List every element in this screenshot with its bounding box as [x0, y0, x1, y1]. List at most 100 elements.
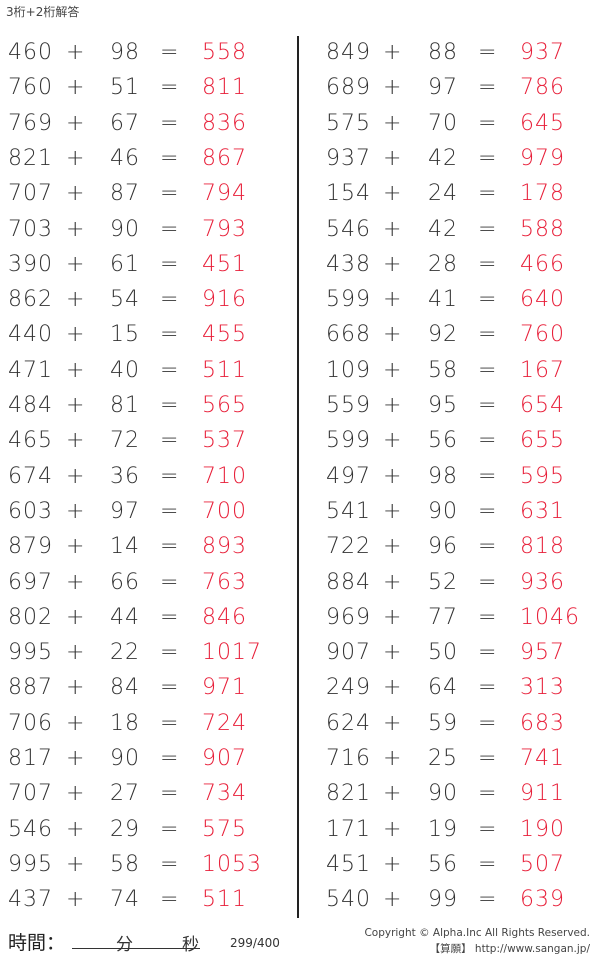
operand-a: 440 — [8, 322, 53, 348]
equals-sign: = — [160, 640, 180, 666]
operand-b: 90 — [110, 746, 140, 771]
answer: 957 — [520, 640, 565, 666]
answer: 971 — [202, 675, 247, 701]
operand-b: 74 — [110, 887, 140, 913]
equals-sign: = — [160, 746, 180, 771]
plus-sign: + — [66, 746, 86, 771]
operand-a: 668 — [326, 322, 371, 348]
plus-sign: + — [66, 816, 86, 842]
operand-a: 716 — [326, 746, 371, 771]
answer: 846 — [202, 604, 247, 630]
answer: 867 — [202, 145, 247, 171]
equals-sign: = — [160, 357, 180, 383]
operand-a: 471 — [8, 357, 53, 383]
answer: 466 — [520, 251, 565, 277]
operand-a: 849 — [326, 40, 371, 65]
operand-b: 54 — [110, 287, 140, 313]
equals-sign: = — [478, 746, 498, 771]
operand-b: 29 — [110, 816, 140, 842]
operand-b: 58 — [428, 357, 458, 383]
plus-sign: + — [66, 357, 86, 383]
answer: 979 — [520, 145, 565, 171]
operand-a: 541 — [326, 498, 371, 524]
operand-b: 81 — [110, 393, 140, 418]
equals-sign: = — [478, 357, 498, 383]
equals-sign: = — [160, 40, 180, 65]
operand-b: 66 — [110, 569, 140, 595]
plus-sign: + — [66, 216, 86, 242]
operand-b: 92 — [428, 322, 458, 348]
answer: 724 — [202, 710, 247, 736]
equals-sign: = — [478, 145, 498, 171]
answer: 1017 — [202, 640, 262, 666]
equals-sign: = — [478, 498, 498, 524]
plus-sign: + — [66, 534, 86, 560]
operand-b: 42 — [428, 216, 458, 242]
answer: 507 — [520, 851, 565, 877]
minutes-label: 分 — [116, 935, 133, 955]
operand-b: 95 — [428, 393, 458, 418]
plus-sign: + — [66, 110, 86, 136]
operand-a: 887 — [8, 675, 53, 701]
operand-b: 90 — [428, 781, 458, 807]
plus-sign: + — [66, 75, 86, 101]
answer: 911 — [520, 781, 565, 807]
operand-a: 697 — [8, 569, 53, 595]
equals-sign: = — [478, 851, 498, 877]
plus-sign: + — [383, 357, 403, 383]
plus-sign: + — [383, 40, 403, 65]
worksheet-title: 3桁+2桁解答 — [6, 5, 80, 19]
answer: 645 — [520, 110, 565, 136]
operand-b: 46 — [110, 145, 140, 171]
copyright: Copyright © Alpha.Inc All Rights Reserve… — [364, 927, 590, 939]
plus-sign: + — [383, 393, 403, 418]
answer: 595 — [520, 463, 565, 489]
operand-b: 77 — [428, 604, 458, 630]
equals-sign: = — [478, 640, 498, 666]
operand-a: 438 — [326, 251, 371, 277]
operand-a: 862 — [8, 287, 53, 313]
answer: 937 — [520, 40, 565, 65]
equals-sign: = — [160, 781, 180, 807]
plus-sign: + — [66, 887, 86, 913]
operand-a: 817 — [8, 746, 53, 771]
answer: 313 — [520, 675, 565, 701]
operand-a: 390 — [8, 251, 53, 277]
equals-sign: = — [478, 393, 498, 418]
equals-sign: = — [160, 887, 180, 913]
operand-a: 884 — [326, 569, 371, 595]
operand-b: 56 — [428, 851, 458, 877]
answer: 451 — [202, 251, 247, 277]
answer: 683 — [520, 710, 565, 736]
plus-sign: + — [383, 181, 403, 207]
operand-b: 70 — [428, 110, 458, 136]
operand-a: 460 — [8, 40, 53, 65]
answer: 741 — [520, 746, 565, 771]
plus-sign: + — [383, 287, 403, 313]
equals-sign: = — [160, 675, 180, 701]
plus-sign: + — [383, 75, 403, 101]
operand-b: 25 — [428, 746, 458, 771]
operand-b: 56 — [428, 428, 458, 454]
equals-sign: = — [160, 710, 180, 736]
equals-sign: = — [160, 216, 180, 242]
plus-sign: + — [383, 887, 403, 913]
column-divider — [297, 36, 299, 918]
time-label: 時間： — [8, 932, 66, 954]
operand-a: 769 — [8, 110, 53, 136]
answer: 537 — [202, 428, 247, 454]
answer: 763 — [202, 569, 247, 595]
equals-sign: = — [160, 851, 180, 877]
site-link[interactable]: 【算願】 http://www.sangan.jp/ — [429, 943, 590, 955]
plus-sign: + — [66, 710, 86, 736]
operand-a: 451 — [326, 851, 371, 877]
plus-sign: + — [66, 428, 86, 454]
operand-a: 760 — [8, 75, 53, 101]
operand-a: 821 — [8, 145, 53, 171]
equals-sign: = — [160, 393, 180, 418]
operand-b: 87 — [110, 181, 140, 207]
operand-b: 98 — [428, 463, 458, 489]
operand-a: 802 — [8, 604, 53, 630]
answer: 575 — [202, 816, 247, 842]
operand-b: 41 — [428, 287, 458, 313]
